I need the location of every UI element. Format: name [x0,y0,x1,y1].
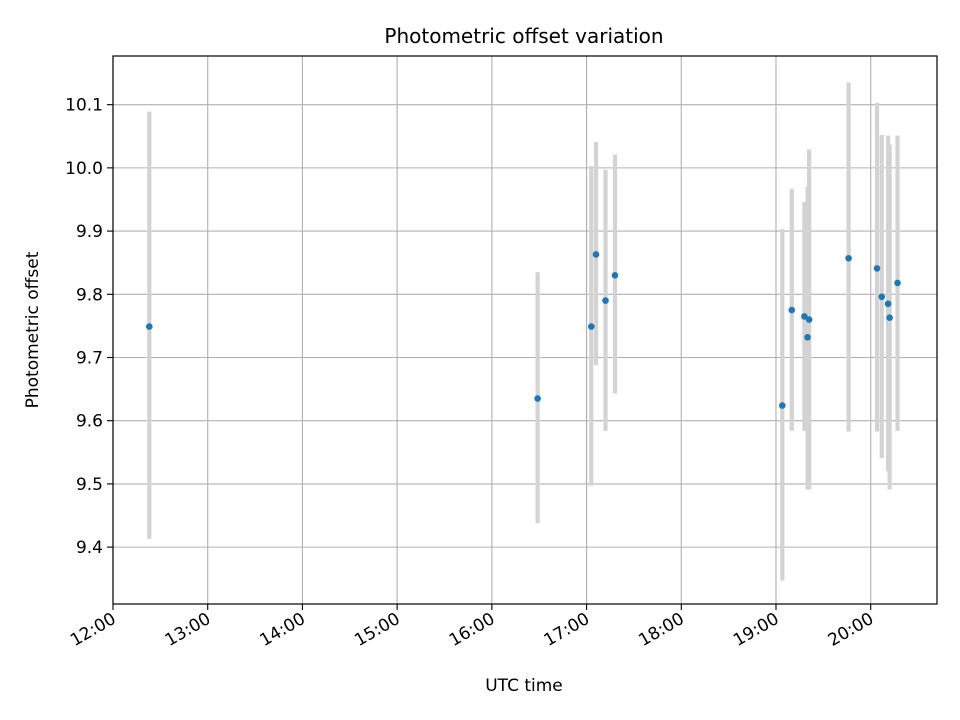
y-tick-label: 9.4 [76,538,103,558]
y-tick-label: 9.7 [76,348,103,368]
y-tick-label: 9.6 [76,412,103,432]
data-point [878,293,886,301]
x-tick-label: 20:00 [825,609,877,651]
y-axis: 9.4 9.5 9.6 9.7 9.8 9.9 10.0 10.1 [65,96,113,558]
x-tick-label: 13:00 [162,609,214,651]
x-tick-label: 15:00 [351,609,403,651]
data-point [804,333,811,341]
error-bars [147,82,900,581]
x-axis-label: UTC time [485,676,563,696]
y-tick-label: 9.5 [76,475,103,495]
data-point [611,272,619,279]
chart-title: Photometric offset variation [384,24,663,48]
x-tick-label: 17:00 [541,609,593,651]
data-point [801,313,808,320]
data-point [592,251,600,258]
data-point [788,306,796,314]
x-tick-label: 14:00 [256,609,308,651]
y-tick-label: 9.8 [76,285,103,305]
x-tick-label: 19:00 [730,609,782,651]
y-tick-label: 10.1 [65,96,103,116]
x-tick-label: 18:00 [635,609,687,651]
data-point [894,279,901,287]
x-axis: 12:00 13:00 14:00 15:00 16:00 17:00 18:00 19:00… [67,604,877,651]
data-point [587,323,595,330]
data-point [805,316,813,323]
data-point [146,323,153,330]
x-tick-label: 12:00 [67,609,119,651]
data-point [845,254,852,262]
data-point [884,300,892,308]
grid [112,56,937,604]
x-tick-label: 16:00 [446,609,498,651]
data-point [779,402,786,409]
y-tick-label: 9.9 [76,222,103,242]
data-point [602,297,609,304]
data-point [873,265,881,272]
y-axis-label: Photometric offset [23,251,43,408]
data-point [886,314,893,321]
data-point [534,395,541,402]
y-tick-label: 10.0 [65,159,103,179]
plot-frame [112,55,938,605]
data-points [146,251,901,409]
